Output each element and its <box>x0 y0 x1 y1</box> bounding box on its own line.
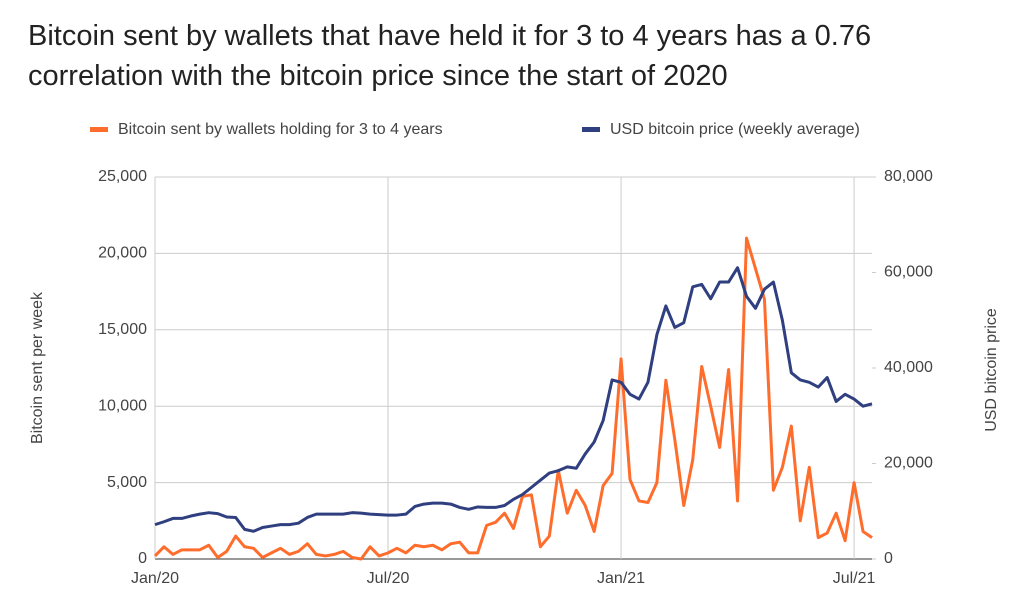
y-tick-label: 15,000 <box>98 321 147 338</box>
y2-tick-label: 40,000 <box>884 359 933 376</box>
y-tick-label: 10,000 <box>98 397 147 414</box>
y2-tick-label: 20,000 <box>884 455 933 472</box>
y-tick-label: 5,000 <box>107 474 147 491</box>
legend-swatch <box>582 127 600 132</box>
series-line <box>153 236 873 561</box>
y-tick-label: 0 <box>138 550 147 567</box>
legend-label: Bitcoin sent by wallets holding for 3 to… <box>118 121 443 138</box>
x-tick-label: Jan/20 <box>131 570 179 587</box>
y2-tick-label: 0 <box>884 550 893 567</box>
y2-tick-label: 80,000 <box>884 168 933 185</box>
series-line <box>154 266 873 533</box>
legend-label: USD bitcoin price (weekly average) <box>610 121 860 138</box>
y-tick-label: 20,000 <box>98 245 147 262</box>
x-tick-label: Jul/21 <box>833 570 876 587</box>
y-axis-label: Bitcoin sent per week <box>29 291 46 444</box>
chart-title: Bitcoin sent by wallets that have held i… <box>28 20 872 92</box>
legend-swatch <box>90 127 108 132</box>
y2-tick-label: 60,000 <box>884 264 933 281</box>
y-tick-label: 25,000 <box>98 168 147 185</box>
x-tick-label: Jul/20 <box>367 570 410 587</box>
x-tick-label: Jan/21 <box>597 570 645 587</box>
y2-axis-label: USD bitcoin price <box>983 308 1000 432</box>
